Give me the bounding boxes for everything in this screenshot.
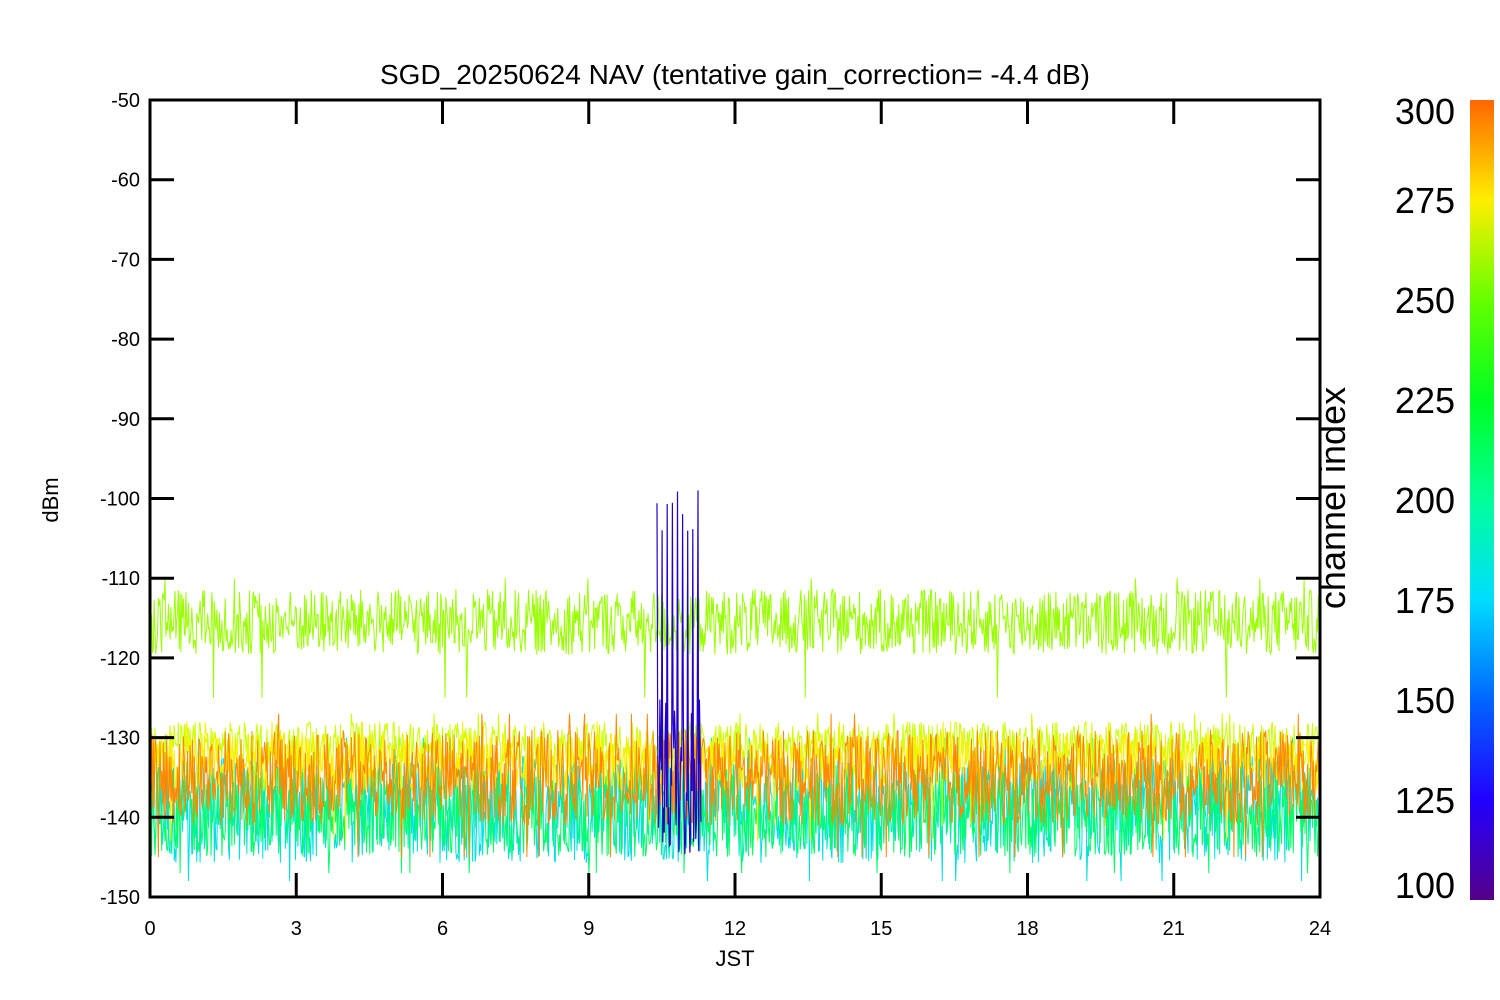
- x-tick-label: 15: [870, 918, 892, 940]
- y-tick-label: -60: [111, 170, 140, 192]
- chart-title: SGD_20250624 NAV (tentative gain_correct…: [380, 59, 1090, 90]
- colorbar-tick-label: 100: [1395, 865, 1455, 906]
- colorbar-tick-label: 300: [1395, 91, 1455, 132]
- x-tick-label: 6: [437, 918, 448, 940]
- x-tick-label: 3: [291, 918, 302, 940]
- x-tick-label: 24: [1309, 918, 1331, 940]
- y-tick-label: -130: [100, 728, 140, 750]
- y-tick-label: -150: [100, 887, 140, 909]
- x-tick-label: 0: [144, 918, 155, 940]
- y-tick-label: -80: [111, 329, 140, 351]
- colorbar-tick-label: 250: [1395, 280, 1455, 321]
- colorbar-tick-label: 275: [1395, 180, 1455, 221]
- x-tick-label: 18: [1016, 918, 1038, 940]
- y-tick-label: -110: [101, 568, 140, 590]
- series-line-ch290: [150, 713, 1320, 858]
- colorbar: 100 125 150 175 200 225 250 275 300: [1395, 91, 1494, 906]
- colorbar-tick-label: 225: [1395, 380, 1455, 421]
- y-tick-label: -90: [111, 409, 140, 431]
- colorbar-tick-label: 200: [1395, 480, 1455, 521]
- colorbar-tick-label: 125: [1395, 780, 1455, 821]
- y-tick-label: -140: [100, 807, 140, 829]
- y-tick-label: -100: [100, 489, 140, 511]
- x-tick-label: 21: [1163, 918, 1185, 940]
- axes-layer: -50 -60 -70 -80 -90 -100 -110 -120 -130 -140 -1500…: [100, 90, 1331, 940]
- series-line-ch275: [150, 721, 1320, 842]
- colorbar-tick-label: 150: [1395, 680, 1455, 721]
- y-tick-label: -50: [111, 90, 140, 112]
- x-tick-label: 9: [583, 918, 594, 940]
- x-axis-title: JST: [715, 946, 754, 971]
- series-layer: [150, 490, 1320, 882]
- series-line-ch262: [150, 713, 1320, 826]
- y-tick-label: -120: [100, 648, 140, 670]
- x-tick-label: 12: [724, 918, 746, 940]
- series-line-ch258: [150, 578, 1320, 698]
- y-tick-label: -70: [111, 249, 140, 271]
- colorbar-title: channel index: [1312, 387, 1353, 609]
- colorbar-gradient: [1470, 100, 1494, 900]
- colorbar-tick-label: 175: [1395, 580, 1455, 621]
- series-line-ch125: [656, 490, 702, 855]
- y-axis-title: dBm: [38, 477, 63, 522]
